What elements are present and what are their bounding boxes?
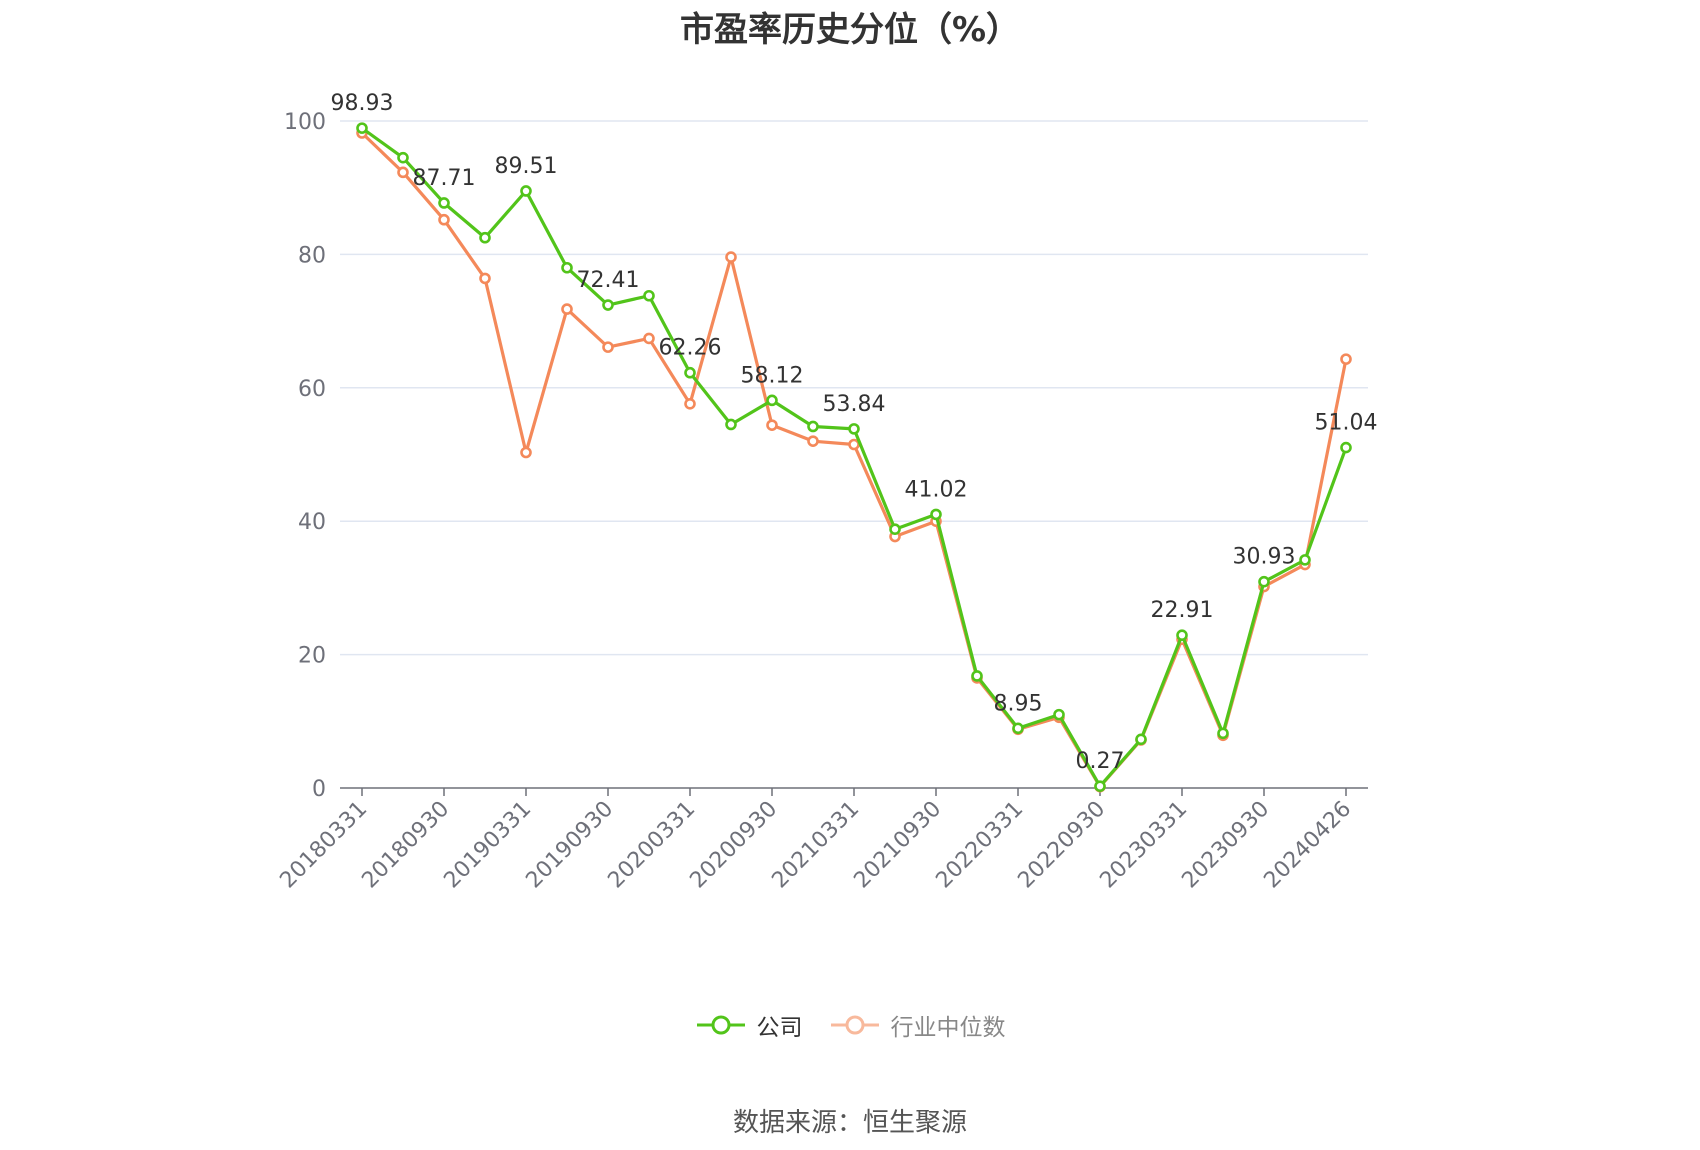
data-label: 51.04 <box>1315 411 1378 436</box>
grid-lines <box>340 120 1368 656</box>
x-tick-label: 20240426 <box>1259 797 1356 894</box>
company-point[interactable] <box>1053 708 1065 721</box>
legend-industry-icon <box>830 1015 879 1035</box>
y-tick-label: 60 <box>298 377 326 402</box>
company-point[interactable] <box>397 151 409 164</box>
industry-point[interactable] <box>684 398 696 410</box>
industry-point[interactable] <box>602 341 614 353</box>
industry-point[interactable] <box>725 251 737 263</box>
data-label: 8.95 <box>994 691 1043 716</box>
data-label: 53.84 <box>823 392 886 417</box>
industry-point[interactable] <box>520 446 532 459</box>
company-point[interactable] <box>1299 554 1311 566</box>
axes: 0 20 40 60 80 100 2018033120180930201903312019… <box>275 110 1368 893</box>
company-point[interactable] <box>1176 629 1188 641</box>
x-tick-label: 20190331 <box>439 797 536 894</box>
data-label: 30.93 <box>1233 545 1296 570</box>
industry-point[interactable] <box>438 213 450 226</box>
legend-company-icon <box>696 1015 745 1035</box>
legend-item-company[interactable]: 公司 <box>695 1008 803 1042</box>
company-point[interactable] <box>1094 780 1106 792</box>
legend: 公司 行业中位数 <box>0 1008 1700 1042</box>
company-point[interactable] <box>643 289 655 302</box>
company-point[interactable] <box>602 299 614 311</box>
y-tick-label: 40 <box>298 510 326 535</box>
x-tick-label: 20210930 <box>849 797 946 894</box>
data-label: 89.51 <box>495 154 558 179</box>
x-tick-label: 20230930 <box>1177 797 1274 894</box>
company-point[interactable] <box>1217 727 1229 740</box>
y-tick-label: 80 <box>298 243 326 268</box>
company-point[interactable] <box>479 231 491 244</box>
company-point[interactable] <box>684 366 696 379</box>
company-point[interactable] <box>561 261 573 274</box>
company-point[interactable] <box>766 394 778 407</box>
company-point[interactable] <box>725 418 737 431</box>
legend-item-industry[interactable]: 行业中位数 <box>829 1008 1006 1042</box>
data-label: 0.27 <box>1076 749 1125 774</box>
industry-point[interactable] <box>848 438 860 451</box>
company-point[interactable] <box>1135 733 1147 746</box>
x-tick-label: 20220331 <box>931 797 1028 894</box>
industry-point[interactable] <box>1340 353 1352 365</box>
industry-point[interactable] <box>807 435 819 447</box>
x-tick-label: 20200331 <box>603 797 700 894</box>
y-tick-label: 100 <box>284 110 326 135</box>
x-tick-label: 20190930 <box>521 797 618 894</box>
series-line-company <box>361 126 1348 788</box>
data-label: 62.26 <box>659 336 722 361</box>
data-label: 41.02 <box>905 477 968 502</box>
company-point[interactable] <box>889 523 901 536</box>
company-point[interactable] <box>1012 722 1024 735</box>
data-label: 98.93 <box>331 91 394 116</box>
industry-point[interactable] <box>397 166 409 179</box>
x-tick-label: 20210331 <box>767 797 864 894</box>
series-lines <box>356 122 1352 793</box>
legend-industry-label: 行业中位数 <box>890 1015 1006 1041</box>
data-label: 87.71 <box>413 166 476 191</box>
industry-point[interactable] <box>766 419 778 431</box>
data-label: 58.12 <box>741 363 804 388</box>
company-point[interactable] <box>520 185 532 197</box>
x-tick-label: 20180930 <box>357 797 454 894</box>
y-tick-label: 0 <box>312 777 326 802</box>
x-tick-label: 20220930 <box>1013 797 1110 894</box>
data-label: 72.41 <box>577 268 640 293</box>
company-point[interactable] <box>930 508 942 521</box>
x-tick-label: 20200930 <box>685 797 782 894</box>
company-point[interactable] <box>438 197 450 209</box>
data-source: 数据来源：恒生聚源 <box>732 1108 967 1138</box>
series-line-industry <box>360 131 1348 789</box>
x-tick-label: 20230331 <box>1095 797 1192 894</box>
company-point[interactable] <box>1258 575 1270 588</box>
company-point[interactable] <box>971 670 983 682</box>
industry-point[interactable] <box>643 332 655 345</box>
industry-point[interactable] <box>561 303 573 315</box>
company-point[interactable] <box>807 420 819 433</box>
legend-company-label: 公司 <box>756 1015 803 1041</box>
chart-title: 市盈率历史分位（%） <box>679 10 1021 50</box>
industry-point[interactable] <box>479 272 491 285</box>
y-tick-label: 20 <box>298 644 326 669</box>
company-point[interactable] <box>356 122 368 134</box>
data-labels: 98.93 87.71 89.51 72.41 62.26 58.12 53.84 41.02… <box>331 91 1378 774</box>
data-label: 22.91 <box>1151 598 1214 623</box>
company-point[interactable] <box>1340 441 1352 454</box>
x-tick-label: 20180331 <box>275 797 372 894</box>
company-point[interactable] <box>848 423 860 435</box>
